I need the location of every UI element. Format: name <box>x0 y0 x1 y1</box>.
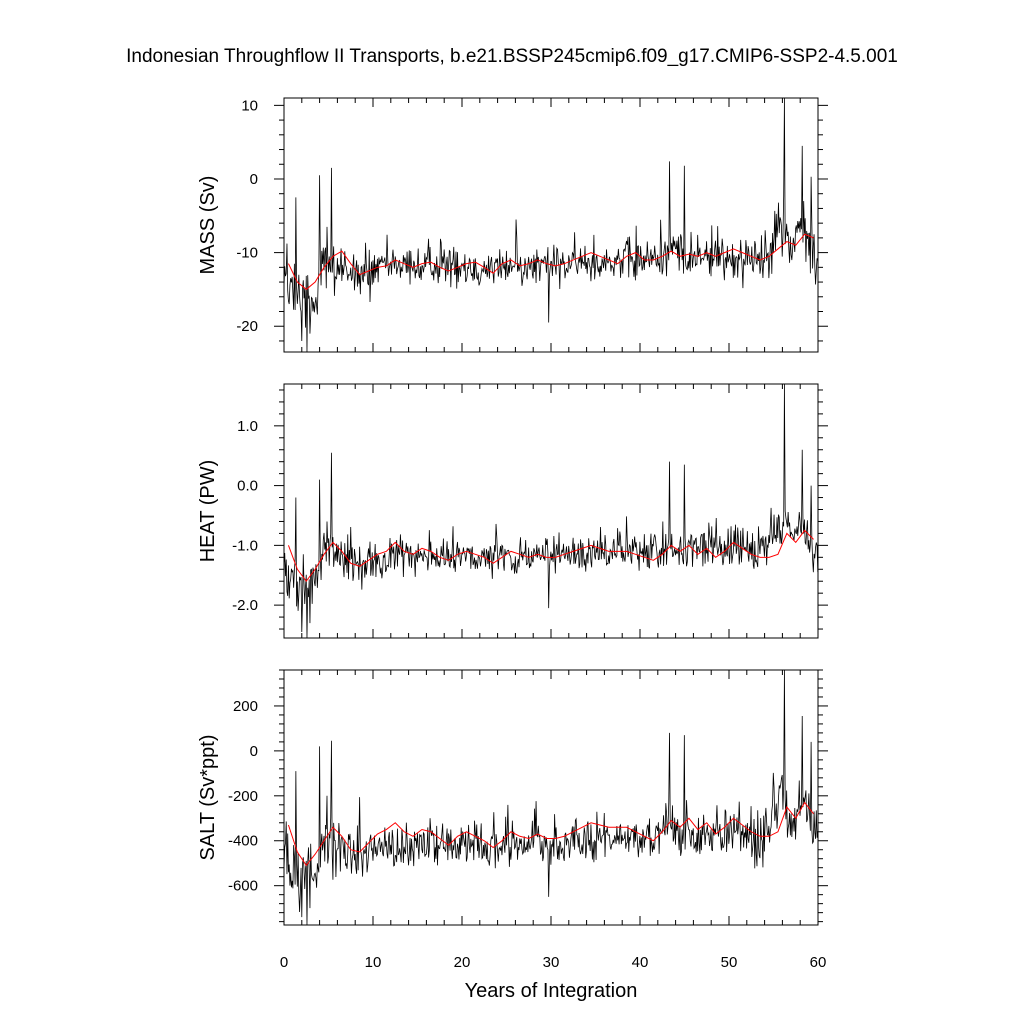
y-tick-label: 0.0 <box>237 478 258 495</box>
chart-title: Indonesian Throughflow II Transports, b.… <box>126 46 898 67</box>
y-tick-label: -600 <box>228 878 258 895</box>
y-tick-label: 10 <box>241 97 258 114</box>
y-tick-label: -1.0 <box>232 537 258 554</box>
y-tick-label: -10 <box>236 245 258 262</box>
plot-frame-panel-3 <box>283 669 819 926</box>
x-tick-label: 0 <box>280 954 288 971</box>
y-axis-title-panel-3: SALT (Sv*ppt) <box>197 735 219 861</box>
plot-frame-panel-1 <box>283 97 819 353</box>
series-line-annual-mean-panel-3 <box>287 801 814 867</box>
series-line-monthly-panel-1 <box>284 98 818 352</box>
plot-frame-panel-2 <box>283 383 819 639</box>
panel-2: 1.0 0.0 -1.0 -2.0 HEAT (PW) <box>197 383 828 639</box>
panel-3: 200 0 -200 -400 -600 SALT (Sv*ppt) <box>197 669 828 926</box>
x-tick-label: 60 <box>810 954 827 971</box>
y-tick-label: 0 <box>250 171 258 188</box>
y-tick-label: -20 <box>236 318 258 335</box>
series-line-annual-mean-panel-2 <box>287 529 814 583</box>
y-tick-label: -400 <box>228 833 258 850</box>
y-tick-label: 0 <box>250 743 258 760</box>
panel-1: 10 0 -10 -20 MASS (Sv) <box>197 97 828 353</box>
y-tick-label: 200 <box>233 698 258 715</box>
panels-group: 10 0 -10 -20 MASS (Sv) 1.0 0.0 -1.0 -2.0 HEAT (PW… <box>197 97 828 971</box>
y-axis-title-panel-2: HEAT (PW) <box>197 460 219 563</box>
series-line-monthly-panel-2 <box>284 384 818 638</box>
y-tick-label: 1.0 <box>237 418 258 435</box>
y-axis-title-panel-1: MASS (Sv) <box>197 176 219 275</box>
y-tick-label: -2.0 <box>232 597 258 614</box>
x-tick-label: 10 <box>365 954 382 971</box>
series-line-annual-mean-panel-1 <box>287 233 814 291</box>
x-tick-label: 40 <box>632 954 649 971</box>
series-line-monthly-panel-3 <box>284 670 818 925</box>
x-tick-label: 50 <box>721 954 738 971</box>
x-axis-title: Years of Integration <box>465 980 638 1002</box>
x-tick-label: 30 <box>543 954 560 971</box>
x-tick-label: 20 <box>454 954 471 971</box>
y-tick-label: -200 <box>228 788 258 805</box>
